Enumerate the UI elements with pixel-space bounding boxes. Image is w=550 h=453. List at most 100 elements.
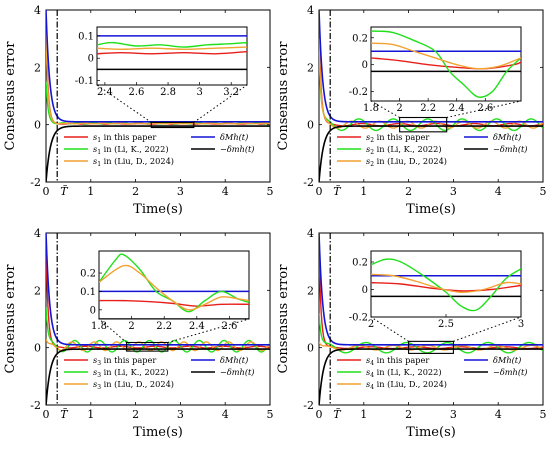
inset-x-tick-label: 2.6 [477, 103, 493, 114]
curve-group [319, 233, 543, 405]
legend-entry-upper: δMh(t) [220, 355, 248, 365]
x-tick-label: 2 [405, 185, 412, 198]
x-tick-label: 1 [87, 185, 94, 198]
zoom-box [126, 341, 169, 352]
y-tick-label: 0 [307, 119, 314, 132]
legend-entry-upper: δMh(t) [493, 132, 521, 142]
x-tick-label: 2 [132, 185, 139, 198]
x-axis-label: Time(s) [406, 425, 456, 440]
legend-entry-liu: s1 in (Liu, D., 2024) [93, 156, 174, 168]
inset-series-this_paper [97, 50, 247, 55]
inset-x-tick-label: 2.6 [129, 87, 145, 98]
inset-plot: 1.8 2 2.2 2.4 2.6 0.2 0.1 0 [80, 250, 250, 332]
inset-x-tick-label: 2.6 [221, 321, 237, 332]
inset-x-tick-label: 3 [518, 319, 524, 330]
y-tick-label: 2 [307, 284, 314, 297]
inset-series-liu [99, 264, 249, 311]
x-tick-label: 0 [43, 408, 50, 421]
y-tick-label: -2 [30, 399, 41, 412]
inset-plot: 1.8 2 2.2 2.4 2.6 0.2 0 -0.2 [349, 26, 522, 114]
x-tick-label: 4 [222, 185, 229, 198]
x-tick-label: 0 [316, 185, 323, 198]
legend-entry-this_paper: s1 in this paper [93, 132, 156, 144]
inset-y-tick-label: -0.2 [349, 313, 368, 324]
legend-entry-liu: s3 in (Liu, D., 2024) [93, 379, 174, 391]
y-tick-label: 2 [34, 61, 41, 74]
x-tick-label: 4 [222, 408, 229, 421]
x-tick-label: 3 [177, 185, 184, 198]
y-tick-label: -2 [303, 399, 314, 412]
x-tick-label: 2 [405, 408, 412, 421]
legend-entry-li: s4 in (Li, K., 2022) [366, 367, 442, 379]
y-tick-label: 0 [34, 342, 41, 355]
inset-curves [371, 30, 521, 98]
inset-x-tick-label: 2.8 [160, 87, 176, 98]
y-axis-label: Consensus error [276, 264, 291, 374]
zoom-connector-left [370, 100, 400, 118]
inset-series-liu [371, 42, 521, 70]
series-line-lower [319, 348, 543, 405]
inset-curves [371, 258, 521, 312]
y-tick-label: 2 [34, 284, 41, 297]
series-line-upper [319, 233, 543, 346]
plot-frame [318, 9, 544, 183]
x-tick-label: 3 [177, 408, 184, 421]
inset-series-liu [371, 273, 521, 293]
x-tick-label: 5 [267, 408, 274, 421]
y-tick-label: 0 [34, 119, 41, 132]
x-tick-label: 2 [132, 408, 139, 421]
legend-entry-this_paper: s3 in this paper [93, 355, 156, 367]
x-axis-label: Time(s) [133, 425, 183, 440]
inset-x-tick-label: 2 [396, 103, 402, 114]
x-tick-label: 1 [360, 408, 367, 421]
t-tilde-label: T̃ [333, 185, 342, 198]
inset-series-li [371, 30, 521, 98]
zoom-box [408, 340, 454, 354]
zoom-connector-left [370, 316, 409, 342]
zoom-connector-left [96, 84, 152, 123]
inset-x-tick-label: 2 [128, 321, 134, 332]
inset-x-tick-label: 2.4 [97, 87, 113, 98]
inset-y-tick-label: 0.2 [80, 269, 96, 280]
inset-x-tick-label: 3 [196, 87, 202, 98]
inset-series-li [371, 258, 521, 312]
inset-x-tick-label: 1.8 [91, 321, 107, 332]
y-tick-label: 2 [307, 61, 314, 74]
plot-frame [45, 232, 271, 406]
curve-group [46, 10, 270, 182]
t-tilde-label: T̃ [60, 185, 69, 198]
inset-plot: 2.4 2.6 2.8 3 3.2 0.1 0 -0.1 [75, 26, 248, 98]
inset-y-tick-label: -0.1 [75, 76, 94, 87]
legend-entry-li: s1 in (Li, K., 2022) [93, 144, 169, 156]
curve-group [46, 233, 270, 405]
legend-entry-liu: s4 in (Liu, D., 2024) [366, 379, 447, 391]
series-line-liu [46, 32, 270, 125]
x-tick-label: 5 [540, 185, 547, 198]
series-line-li [319, 50, 543, 132]
legend-entry-lower: −δmh(t) [493, 144, 528, 154]
zoom-connector-right [193, 84, 248, 123]
zoom-box [150, 121, 195, 129]
inset-x-tick-label: 2.4 [449, 103, 465, 114]
zoom-connector-right [446, 100, 522, 118]
x-tick-label: 3 [450, 185, 457, 198]
inset-y-tick-label: 0.1 [78, 31, 94, 42]
legend-entry-this_paper: s2 in this paper [366, 132, 429, 144]
series-line-upper [46, 10, 270, 123]
x-tick-label: 1 [87, 408, 94, 421]
inset-x-tick-label: 2.2 [156, 321, 172, 332]
y-tick-label: -2 [303, 176, 314, 189]
legend-entry-lower: −δmh(t) [220, 367, 255, 377]
zoom-box [399, 116, 448, 133]
inset-x-tick-label: 3.2 [223, 87, 239, 98]
t-tilde-label: T̃ [333, 408, 342, 421]
series-line-this_paper [46, 241, 270, 349]
inset-curves [97, 35, 247, 71]
y-tick-label: 4 [307, 4, 314, 17]
series-line-lower [46, 348, 270, 405]
inset-x-tick-label: 2.5 [438, 319, 454, 330]
series-line-li [319, 313, 543, 354]
x-tick-label: 4 [495, 185, 502, 198]
